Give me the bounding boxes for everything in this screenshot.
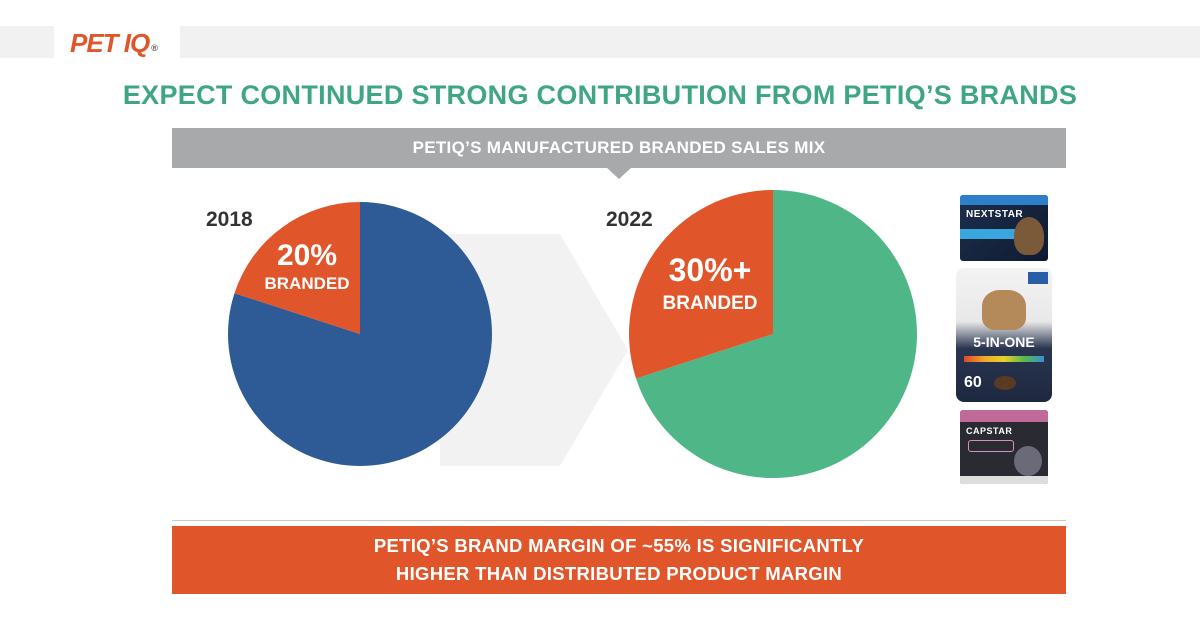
section-banner-text: PETIQ’S MANUFACTURED BRANDED SALES MIX <box>412 138 826 157</box>
banner-notch <box>606 167 632 179</box>
product-name-capstar: CAPSTAR <box>966 426 1013 436</box>
logo-text: PET IQ <box>70 27 150 58</box>
slice-value-label: 30%+ <box>669 252 752 288</box>
margin-callout-line-1: PETIQ’S BRAND MARGIN OF ~55% IS SIGNIFIC… <box>373 535 865 556</box>
margin-callout: PETIQ’S BRAND MARGIN OF ~55% IS SIGNIFIC… <box>172 526 1066 594</box>
logo-registered: ® <box>151 43 158 53</box>
slice-category-label: BRANDED <box>663 293 758 314</box>
pie-slice-2022-branded <box>628 190 773 379</box>
chart-year-label: 2022 <box>606 208 653 231</box>
product-name-nextstar: NEXTSTAR <box>966 209 1024 220</box>
product-name-five-in-one: 5-IN-ONE <box>973 334 1035 350</box>
header-bar-right <box>180 26 1200 58</box>
capstar-product-box: CAPSTAR <box>960 410 1048 484</box>
petiq-logo: PET IQ ® <box>70 27 158 59</box>
slice-category-label: BRANDED <box>265 274 350 293</box>
header-bar-left <box>0 26 54 58</box>
section-banner: PETIQ’S MANUFACTURED BRANDED SALES MIX <box>172 128 1066 168</box>
pie-slice-2022-other <box>636 190 917 478</box>
margin-callout-line-2: HIGHER THAN DISTRIBUTED PRODUCT MARGIN <box>395 563 843 584</box>
product-count: 60 <box>964 374 982 391</box>
divider <box>172 520 1066 521</box>
transition-arrow <box>440 234 628 466</box>
slice-value-label: 20% <box>277 239 337 272</box>
nextstar-product-box: NEXTSTAR <box>960 195 1048 261</box>
pie-slice-2018-branded <box>234 202 360 334</box>
five-in-one-product-bag: 5-IN-ONE 60 <box>956 268 1052 402</box>
page-title: EXPECT CONTINUED STRONG CONTRIBUTION FRO… <box>122 80 1078 110</box>
chart-year-label: 2018 <box>206 208 253 231</box>
